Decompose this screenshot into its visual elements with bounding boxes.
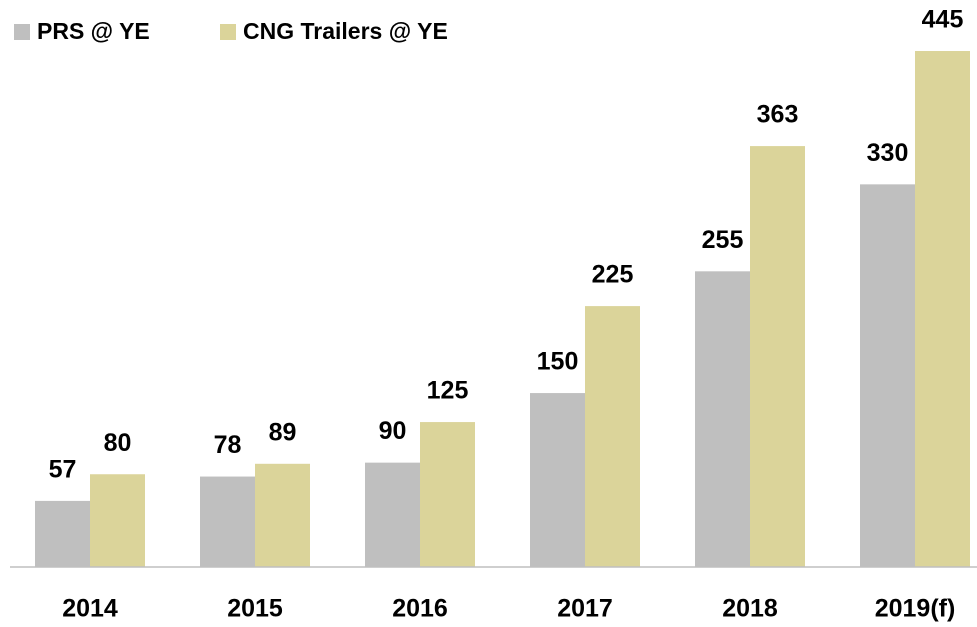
legend-swatch <box>220 24 236 40</box>
data-label: 445 <box>922 6 964 34</box>
bar <box>200 476 255 567</box>
legend-label: CNG Trailers @ YE <box>243 18 448 44</box>
x-tick-label: 2016 <box>392 595 448 623</box>
data-label: 89 <box>269 418 297 446</box>
data-label: 225 <box>592 261 634 289</box>
bar <box>530 393 585 567</box>
bar <box>750 146 805 568</box>
legend-swatch <box>14 24 30 40</box>
x-tick-label: 2019(f) <box>875 595 956 623</box>
bar <box>420 422 475 567</box>
data-label: 78 <box>214 431 242 459</box>
data-label: 125 <box>427 377 469 405</box>
data-label: 80 <box>104 429 132 457</box>
data-label: 57 <box>49 456 77 484</box>
bar <box>915 51 970 567</box>
bar <box>35 500 90 567</box>
data-label: 90 <box>379 417 407 445</box>
data-label: 255 <box>702 226 744 254</box>
x-tick-label: 2014 <box>62 595 118 623</box>
data-label: 363 <box>757 101 799 129</box>
bar <box>90 474 145 567</box>
x-tick-label: 2015 <box>227 595 283 623</box>
bar <box>695 271 750 567</box>
bar <box>860 184 915 567</box>
bar <box>255 463 310 567</box>
x-tick-label: 2018 <box>722 595 778 623</box>
x-tick-label: 2017 <box>557 595 613 623</box>
bar <box>585 306 640 567</box>
bar <box>365 462 420 567</box>
legend-label: PRS @ YE <box>37 18 150 44</box>
data-label: 150 <box>537 348 579 376</box>
data-label: 330 <box>867 139 909 167</box>
